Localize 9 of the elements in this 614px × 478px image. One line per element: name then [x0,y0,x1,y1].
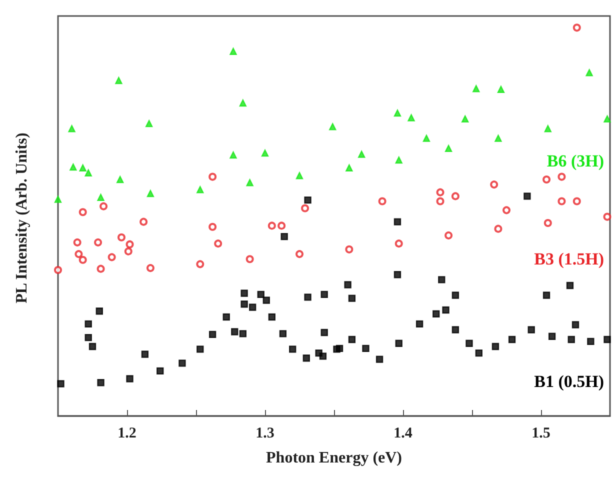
x-axis-title: Photon Energy (eV) [266,450,402,466]
x-tick-label: 1.5 [532,426,550,442]
x-tick-label: 1.2 [118,426,136,442]
series-label: B6 (3H) [546,151,604,170]
x-tick-label: 1.3 [256,426,274,442]
series-label: B1 (0.5H) [534,372,604,391]
x-tick-label: 1.4 [394,426,413,442]
y-axis-title: PL Intensity (Arb. Units) [14,132,30,304]
series-label: B3 (1.5H) [534,249,604,268]
